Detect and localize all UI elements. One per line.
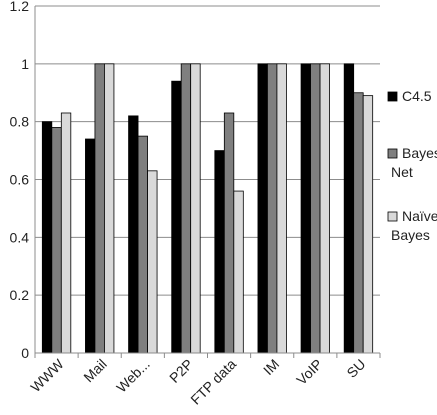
- y-tick-label: 0.4: [10, 229, 30, 245]
- bar-na-ve-bayes-5: [276, 63, 287, 354]
- legend-swatch: [387, 211, 398, 222]
- x-tick-label: Web...: [113, 356, 153, 396]
- x-tick-label: Mail: [80, 356, 109, 385]
- y-tick-label: 1: [21, 56, 29, 72]
- bar-bayes-net-7: [353, 92, 364, 354]
- legend-swatch: [387, 91, 398, 102]
- x-tick-label: WWW: [27, 355, 67, 395]
- legend-label: Net: [391, 164, 413, 180]
- x-tick-label: SU: [343, 356, 368, 381]
- legend-label: C4.5: [402, 88, 432, 104]
- bar-na-ve-bayes-3: [190, 63, 201, 354]
- legend: C4.5 Bayes Net Naïve Bayes: [387, 88, 437, 243]
- bar-c4-5-3: [171, 80, 182, 354]
- x-tick-label: P2P: [166, 356, 196, 386]
- y-tick-label: 0.2: [10, 287, 30, 303]
- legend-item: C4.5: [387, 88, 432, 104]
- axes: [34, 6, 381, 358]
- legend-swatch: [387, 148, 398, 159]
- bar-c4-5-2: [128, 115, 139, 354]
- legend-label: Naïve: [402, 208, 437, 224]
- bars: [41, 63, 374, 354]
- legend-item: Naïve Bayes: [387, 208, 437, 243]
- bar-na-ve-bayes-0: [60, 112, 72, 354]
- bar-c4-5-0: [41, 121, 53, 354]
- bar-na-ve-bayes-6: [319, 63, 330, 354]
- bar-bayes-net-5: [267, 63, 278, 354]
- y-tick-label: 0.6: [10, 172, 30, 188]
- bar-na-ve-bayes-4: [233, 190, 244, 354]
- bar-bayes-net-2: [137, 135, 148, 354]
- y-tick-label: 0.8: [10, 114, 30, 130]
- legend-item: Bayes Net: [387, 145, 437, 180]
- legend-label: Bayes: [402, 145, 437, 161]
- x-tick-label: VoIP: [293, 356, 325, 388]
- y-axis-ticks: 0 0.2 0.4 0.6 0.8 1 1.2: [10, 0, 30, 361]
- legend-label: Bayes: [391, 227, 430, 243]
- bar-bayes-net-4: [223, 112, 235, 354]
- bar-na-ve-bayes-2: [147, 170, 158, 354]
- bar-c4-5-4: [214, 150, 225, 354]
- x-tick-label: IM: [260, 356, 282, 378]
- bar-bayes-net-3: [180, 63, 192, 354]
- bar-bayes-net-1: [94, 63, 105, 354]
- bar-c4-5-6: [300, 63, 311, 354]
- bar-bayes-net-6: [310, 63, 321, 354]
- bar-c4-5-7: [343, 63, 355, 354]
- bar-na-ve-bayes-7: [362, 95, 374, 354]
- x-tick-label: FTP data: [187, 356, 239, 408]
- bar-c4-5-5: [257, 63, 268, 354]
- bar-c4-5-1: [85, 138, 96, 354]
- bar-na-ve-bayes-1: [104, 63, 115, 354]
- y-tick-label: 1.2: [10, 0, 30, 14]
- y-tick-label: 0: [21, 345, 29, 361]
- bar-bayes-net-0: [51, 127, 62, 354]
